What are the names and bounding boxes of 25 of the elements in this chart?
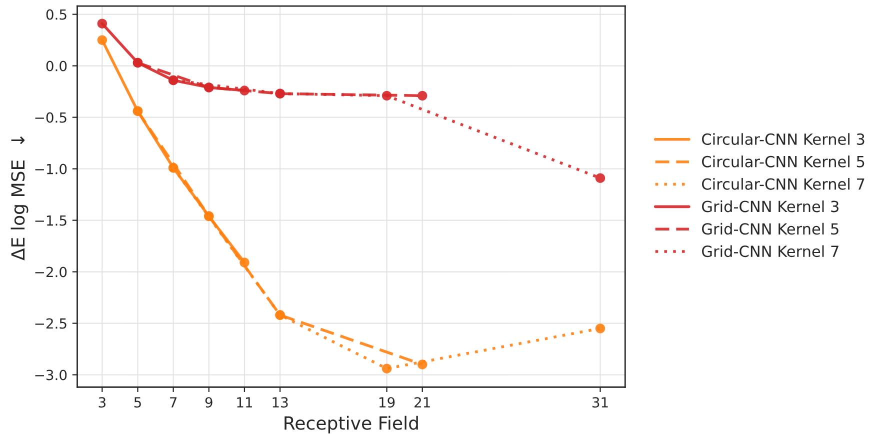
x-tick-label: 19 — [379, 397, 395, 408]
x-tick-label: 11 — [237, 397, 252, 408]
y-tick-label: −1.0 — [35, 164, 67, 174]
legend-label: Circular-CNN Kernel 5 — [702, 156, 864, 168]
y-tick-label: −2.5 — [35, 318, 66, 329]
y-tick-label: −3.0 — [35, 370, 67, 380]
x-axis-title: Receptive Field — [284, 416, 418, 434]
x-tick-label: 5 — [134, 397, 141, 408]
x-tick-label: 13 — [272, 397, 288, 408]
x-tick-label: 3 — [98, 397, 106, 408]
legend-label: Grid-CNN Kernel 7 — [702, 245, 838, 258]
y-tick-label: −2.0 — [35, 266, 67, 278]
y-tick-label: 0.0 — [46, 60, 67, 72]
legend-label: Circular-CNN Kernel 7 — [702, 178, 864, 190]
legend-label: Circular-CNN Kernel 3 — [702, 133, 864, 145]
y-tick-label: 0.5 — [46, 9, 66, 20]
x-tick-label: 31 — [592, 397, 608, 408]
x-tick-label: 9 — [205, 397, 212, 408]
legend-label: Grid-CNN Kernel 5 — [702, 222, 838, 235]
y-tick-label: −0.5 — [35, 112, 66, 123]
legend-label: Grid-CNN Kernel 3 — [702, 200, 838, 212]
y-axis-title: ΔE log MSE ↓ — [10, 136, 28, 260]
y-tick-label: −1.5 — [35, 215, 66, 226]
x-tick-label: 21 — [414, 397, 430, 408]
x-tick-label: 7 — [170, 397, 177, 408]
